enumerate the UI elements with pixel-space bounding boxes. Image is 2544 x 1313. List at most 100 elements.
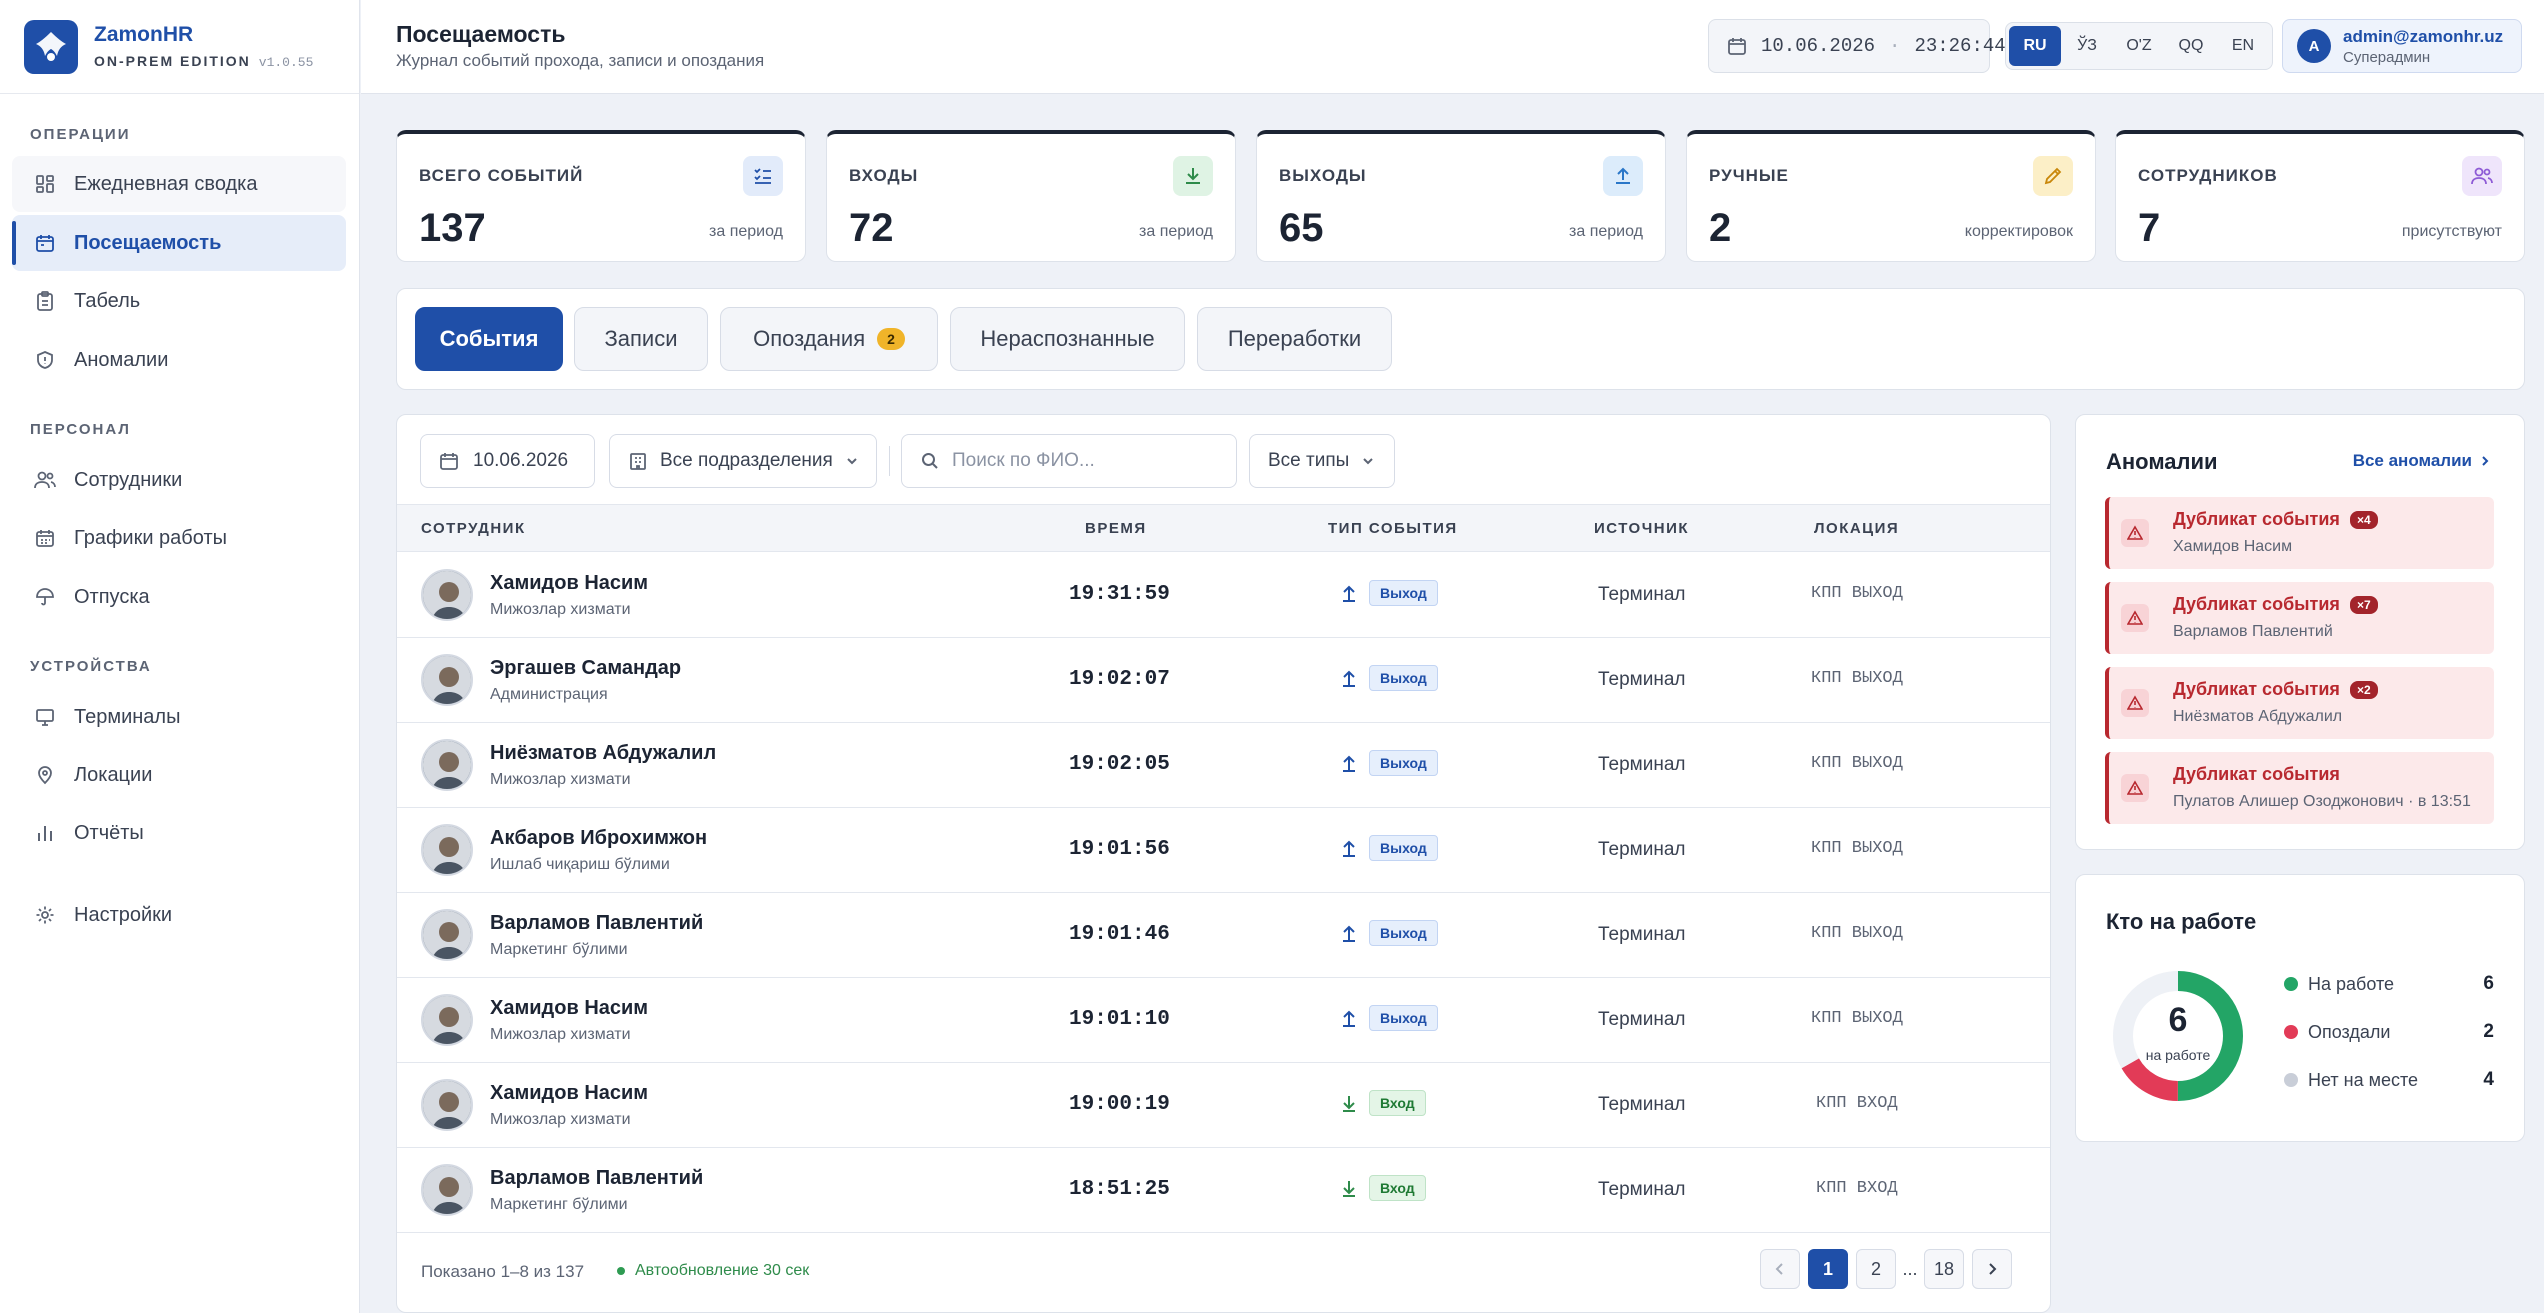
column-location: ЛОКАЦИЯ xyxy=(1814,520,1900,537)
exit-arrow-icon xyxy=(1339,1007,1359,1029)
event-location: КПП ВЫХОД xyxy=(1811,584,1903,603)
nav-item-terminals[interactable]: Терминалы xyxy=(12,689,346,745)
event-location: КПП ВЫХОД xyxy=(1811,669,1903,688)
next-page-button[interactable] xyxy=(1972,1249,2012,1289)
event-location: КПП ВЫХОД xyxy=(1811,1009,1903,1028)
page-18-button[interactable]: 18 xyxy=(1924,1249,1964,1289)
legend-label: На работе xyxy=(2308,973,2395,994)
tab-events[interactable]: События xyxy=(415,307,563,371)
tab-label: События xyxy=(439,326,539,351)
topbar: Посещаемость Журнал событий прохода, зап… xyxy=(361,0,2544,94)
anomaly-employee: Хамидов Насим xyxy=(2173,538,2293,555)
anomaly-item[interactable]: Дубликат события ×4 Хамидов Насим xyxy=(2105,497,2494,569)
auto-refresh-status: Автообновление 30 сек xyxy=(617,1262,809,1280)
anomaly-item[interactable]: Дубликат события Пулатов Алишер Озоджонов… xyxy=(2105,752,2494,824)
monitor-icon xyxy=(34,706,56,728)
stat-card-manual: РУЧНЫЕ 2 корректировок xyxy=(1686,130,2096,262)
event-location: КПП ВХОД xyxy=(1816,1179,1898,1198)
tab-overtime[interactable]: Переработки xyxy=(1197,307,1392,371)
anomaly-count-badge: ×2 xyxy=(2349,680,2378,699)
column-employee: СОТРУДНИК xyxy=(421,520,526,537)
nav-item-timesheet[interactable]: Табель xyxy=(12,273,346,329)
stat-note: за период xyxy=(709,223,783,240)
prev-page-button[interactable] xyxy=(1760,1249,1800,1289)
gear-icon xyxy=(34,904,56,926)
user-menu[interactable]: A admin@zamonhr.uz Суперадмин xyxy=(2282,19,2522,73)
nav-item-attendance[interactable]: Посещаемость xyxy=(12,215,346,271)
page-subtitle: Журнал событий прохода, записи и опоздан… xyxy=(396,51,765,70)
event-type: Вход xyxy=(1339,1175,1426,1201)
employee-name: Хамидов Насим xyxy=(490,997,649,1019)
filter-divider xyxy=(889,446,890,476)
event-time: 19:01:10 xyxy=(1069,1008,1170,1031)
anomaly-item[interactable]: Дубликат события ×7 Варламов Павлентий xyxy=(2105,582,2494,654)
department-select[interactable]: Все подразделения xyxy=(609,434,877,488)
tab-records[interactable]: Записи xyxy=(574,307,708,371)
calendar-icon xyxy=(1727,36,1747,56)
lang-qq[interactable]: QQ xyxy=(2178,37,2204,54)
nav-item-settings[interactable]: Настройки xyxy=(12,887,346,943)
employee-department: Мижозлар хизмати xyxy=(490,601,631,618)
tab-unrecognized[interactable]: Нераспознанные xyxy=(950,307,1185,371)
legend-label: Нет на месте xyxy=(2308,1069,2419,1090)
users-icon xyxy=(34,469,56,491)
event-time: 18:51:25 xyxy=(1069,1178,1170,1201)
pencil-icon xyxy=(2033,156,2073,196)
stat-label: РУЧНЫЕ xyxy=(1709,166,1789,185)
table-row[interactable]: Хамидов Насим Мижозлар хизмати 19:01:10 Вых… xyxy=(397,978,2050,1063)
table-row[interactable]: Варламов Павлентий Маркетинг бўлими 19:01:… xyxy=(397,893,2050,978)
current-date: 10.06.2026 xyxy=(1761,35,1876,57)
event-type-badge: Выход xyxy=(1369,1005,1438,1031)
page-1-button[interactable]: 1 xyxy=(1808,1249,1848,1289)
nav-item-anomalies[interactable]: Аномалии xyxy=(12,332,346,388)
search-input[interactable]: Поиск по ФИО... xyxy=(901,434,1237,488)
tab-label: Опоздания xyxy=(753,326,866,351)
brand: ZamonHR ON-PREM EDITION v1.0.55 xyxy=(0,0,359,94)
lang-uz-cyrl[interactable]: ЎЗ xyxy=(2077,37,2097,54)
lang-en[interactable]: EN xyxy=(2231,37,2255,54)
date-filter[interactable]: 10.06.2026 xyxy=(420,434,595,488)
presence-card: Кто на работе 6 на работе На работе 6 Опоз… xyxy=(2075,874,2525,1142)
nav-item-locations[interactable]: Локации xyxy=(12,747,346,803)
event-source: Терминал xyxy=(1598,669,1686,690)
event-type-badge: Вход xyxy=(1369,1090,1426,1116)
table-row[interactable]: Хамидов Насим Мижозлар хизмати 19:00:19 Вхо… xyxy=(397,1063,2050,1148)
download-icon xyxy=(1173,156,1213,196)
nav-item-vacations[interactable]: Отпуска xyxy=(12,569,346,625)
table-row[interactable]: Эргашев Самандар Администрация 19:02:07 Вых… xyxy=(397,638,2050,723)
event-type: Выход xyxy=(1339,1005,1438,1031)
lang-ru[interactable]: RU xyxy=(2009,26,2061,66)
avatar: A xyxy=(2297,29,2331,63)
nav-item-daily-summary[interactable]: Ежедневная сводка xyxy=(12,156,346,212)
table-row[interactable]: Варламов Павлентий Маркетинг бўлими 18:51:… xyxy=(397,1148,2050,1233)
anomaly-item[interactable]: Дубликат события ×2 Ниёзматов Абдужалил xyxy=(2105,667,2494,739)
stat-label: ВЫХОДЫ xyxy=(1279,166,1367,185)
nav-item-reports[interactable]: Отчёты xyxy=(12,805,346,861)
exit-arrow-icon xyxy=(1339,922,1359,944)
lang-uz-latn[interactable]: O'Z xyxy=(2126,37,2152,54)
table-row[interactable]: Хамидов Насим Мижозлар хизмати 19:31:59 Вых… xyxy=(397,553,2050,638)
stat-value: 7 xyxy=(2138,206,2161,250)
nav-label: Локации xyxy=(74,763,153,786)
employee-department: Маркетинг бўлими xyxy=(490,941,628,958)
type-select[interactable]: Все типы xyxy=(1249,434,1395,488)
event-location: КПП ВЫХОД xyxy=(1811,754,1903,773)
anomaly-title: Дубликат события xyxy=(2173,594,2340,614)
legend-item: На работе 6 xyxy=(2284,973,2494,995)
tab-late[interactable]: Опоздания 2 xyxy=(720,307,938,371)
event-type: Выход xyxy=(1339,920,1438,946)
legend-dot xyxy=(2284,1073,2298,1087)
stat-value: 65 xyxy=(1279,206,1324,250)
page-2-button[interactable]: 2 xyxy=(1856,1249,1896,1289)
event-time: 19:00:19 xyxy=(1069,1093,1170,1116)
all-anomalies-link[interactable]: Все аномалии xyxy=(2353,451,2490,471)
table-header: СОТРУДНИК ВРЕМЯ ТИП СОБЫТИЯ ИСТОЧНИК ЛОК… xyxy=(397,504,2050,552)
tabs-bar: События Записи Опоздания 2 Нераспознанные… xyxy=(396,288,2525,390)
legend-dot xyxy=(2284,977,2298,991)
chevron-down-icon xyxy=(845,454,859,468)
nav-item-schedules[interactable]: Графики работы xyxy=(12,510,346,566)
nav-item-employees[interactable]: Сотрудники xyxy=(12,452,346,508)
table-row[interactable]: Ниёзматов Абдужалил Мижозлар хизмати 19:02… xyxy=(397,723,2050,808)
table-row[interactable]: Акбаров Иброхимжон Ишлаб чиқариш бўлими 19… xyxy=(397,808,2050,893)
employee-photo xyxy=(421,654,473,706)
